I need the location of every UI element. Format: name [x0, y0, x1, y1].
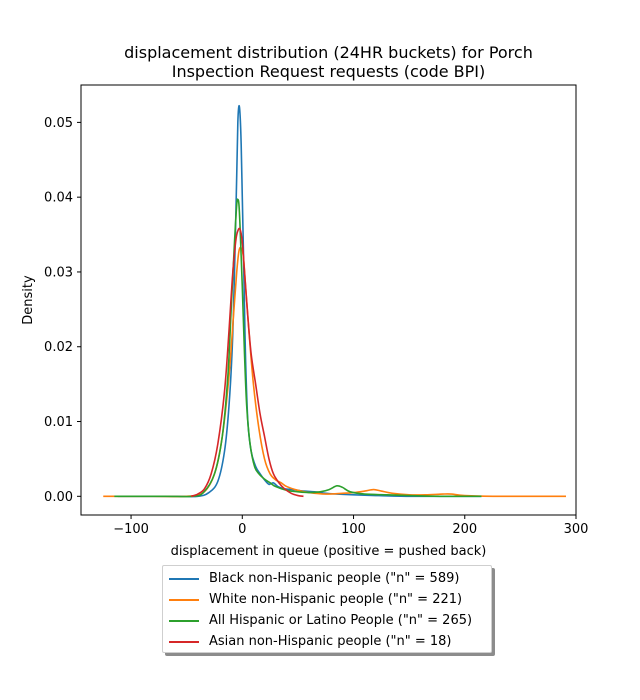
- series-line-0: [117, 104, 482, 498]
- legend-swatch: [169, 577, 199, 580]
- x-tick-label: 300: [564, 522, 589, 537]
- legend-entry: White non-Hispanic people ("n" = 221): [167, 589, 491, 610]
- y-tick-label: 0.05: [44, 116, 73, 131]
- legend-label: All Hispanic or Latino People ("n" = 265…: [209, 613, 473, 628]
- y-tick-label: 0.03: [44, 265, 73, 280]
- chart-title-line: displacement distribution (24HR buckets)…: [124, 43, 533, 62]
- legend-swatch: [169, 598, 199, 601]
- legend-label: Black non-Hispanic people ("n" = 589): [209, 571, 460, 586]
- chart-title: displacement distribution (24HR buckets)…: [124, 43, 533, 81]
- legend-label: Asian non-Hispanic people ("n" = 18): [209, 634, 452, 649]
- series-line-2: [114, 198, 482, 498]
- legend-entry: Black non-Hispanic people ("n" = 589): [167, 568, 491, 589]
- series-lines: [103, 104, 566, 498]
- chart-title-line: Inspection Request requests (code BPI): [172, 62, 486, 81]
- y-tick-label: 0.04: [44, 191, 73, 206]
- x-tick-label: 100: [341, 522, 366, 537]
- series-line-1: [103, 246, 566, 498]
- legend-entry: All Hispanic or Latino People ("n" = 265…: [167, 610, 491, 631]
- y-axis-label: Density: [21, 275, 36, 325]
- x-tick-label: 0: [238, 522, 246, 537]
- y-axis-ticks: 0.00 0.01 0.02 0.03 0.04 0.05: [44, 116, 81, 505]
- legend-entry: Asian non-Hispanic people ("n" = 18): [167, 631, 491, 652]
- x-axis-ticks: −100 0 100 200 300: [113, 515, 588, 537]
- legend-swatch: [169, 619, 199, 622]
- series-line-3: [190, 227, 304, 498]
- plot-area: [80, 84, 577, 516]
- y-tick-label: 0.00: [44, 490, 73, 505]
- legend-swatch: [169, 640, 199, 643]
- x-axis-label: displacement in queue (positive = pushed…: [171, 544, 487, 559]
- y-tick-label: 0.01: [44, 415, 73, 430]
- y-tick-label: 0.02: [44, 340, 73, 355]
- x-tick-label: 200: [452, 522, 477, 537]
- legend: Black non-Hispanic people ("n" = 589) Whi…: [162, 565, 492, 653]
- legend-label: White non-Hispanic people ("n" = 221): [209, 592, 463, 607]
- x-tick-label: −100: [113, 522, 149, 537]
